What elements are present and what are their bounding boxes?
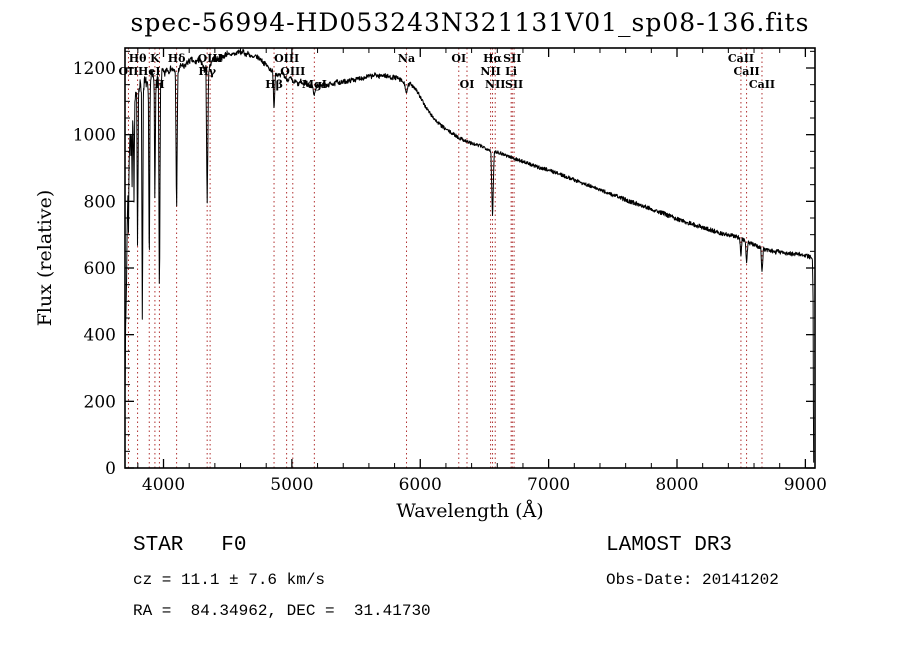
y-tick-label: 800 <box>84 192 116 212</box>
spectral-lines-group <box>127 48 763 468</box>
spectral-line-label: K <box>150 52 160 65</box>
spectral-line-label: CaII <box>728 52 754 65</box>
spectral-line-label: CaII <box>733 65 759 78</box>
plot-frame-group <box>124 47 816 469</box>
page-title: spec-56994-HD053243N321131V01_sp08-136.f… <box>130 8 810 37</box>
spectral-line-label: Li <box>505 65 517 78</box>
spectral-line-label: Hα <box>483 52 502 65</box>
y-tick-label: 400 <box>84 326 116 346</box>
y-tick-label: 1200 <box>73 59 116 79</box>
star-class-text: STAR F0 <box>133 534 247 557</box>
spectral-line-label: Hβ <box>265 78 283 91</box>
x-tick-label: 7000 <box>527 475 570 495</box>
y-axis-label: Flux (relative) <box>34 189 56 327</box>
ra-dec-text: RA = 84.34962, DEC = 31.41730 <box>133 602 431 620</box>
y-tick-label: 1000 <box>73 126 116 146</box>
plot-border <box>124 47 816 469</box>
spectral-line-label: SII <box>505 78 523 91</box>
spectral-line-label: HeI <box>138 65 161 78</box>
spectral-line-label: SII <box>503 52 521 65</box>
obs-date-text: Obs-Date: 20141202 <box>606 571 779 589</box>
x-tick-label: 9000 <box>784 475 827 495</box>
y-tick-label: 200 <box>84 392 116 412</box>
x-tick-label: 6000 <box>399 475 442 495</box>
spectral-line-label: NII <box>485 78 505 91</box>
spectrum-trace <box>124 48 815 463</box>
x-tick-label: 8000 <box>655 475 698 495</box>
y-tick-label: 600 <box>84 259 116 279</box>
spectrum-trace-group <box>124 48 815 463</box>
spectral-line-label: MgI <box>302 78 327 91</box>
spectral-line-label: NII <box>480 65 500 78</box>
spectral-line-label: Hδ <box>168 52 186 65</box>
axis-ticks-group <box>125 48 815 469</box>
cz-velocity-text: cz = 11.1 ± 7.6 km/s <box>133 571 326 589</box>
spectral-line-label: Hγ <box>198 65 216 78</box>
spectral-line-label: OI <box>451 52 466 65</box>
survey-release-text: LAMOST DR3 <box>606 534 733 557</box>
x-tick-label: 5000 <box>270 475 313 495</box>
axis-tick-labels-group: 4000 5000 6000 7000 8000 9000 0 200 400 600 800 100… <box>73 59 827 495</box>
spectral-line-label: OI <box>460 78 475 91</box>
y-tick-label: 0 <box>105 459 116 479</box>
spectral-line-label: Hθ <box>129 52 147 65</box>
spectral-line-label: OIII <box>198 52 223 65</box>
spectral-line-label: OIII <box>280 65 305 78</box>
spectral-line-label: OIII <box>274 52 299 65</box>
spectral-line-label: CaII <box>749 78 775 91</box>
spectral-line-label: H <box>154 78 164 91</box>
x-tick-label: 4000 <box>142 475 185 495</box>
x-axis-label: Wavelength (Å) <box>396 500 544 522</box>
spectral-line-label: OII <box>119 65 139 78</box>
spectral-line-label: Na <box>398 52 415 65</box>
